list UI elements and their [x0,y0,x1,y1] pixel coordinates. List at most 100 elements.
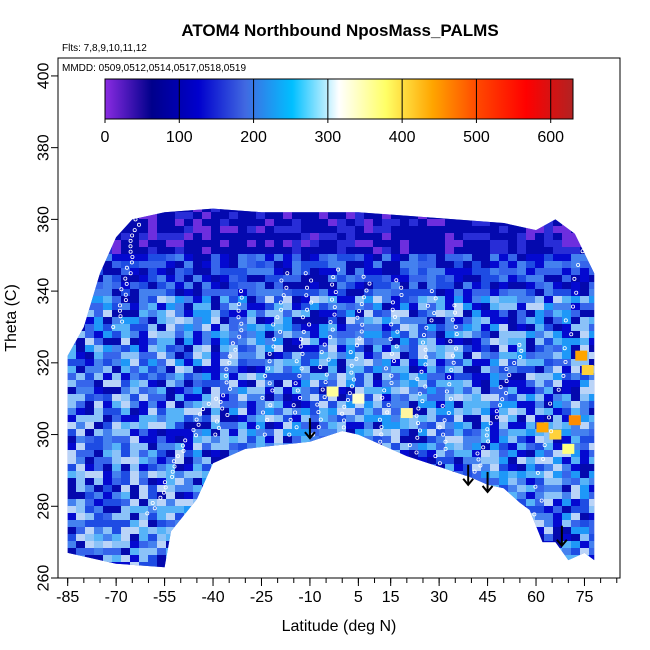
field-cell [391,436,400,443]
field-cell [571,520,580,527]
field-cell [121,208,130,212]
field-cell [175,212,184,219]
field-cell [553,373,562,380]
field-cell [373,415,382,422]
field-cell [175,240,184,247]
field-cell [292,450,301,457]
field-cell [445,331,454,338]
field-cell [319,464,328,471]
field-cell [184,352,193,359]
field-cell [382,471,391,478]
field-cell [373,359,382,366]
field-cell [292,282,301,289]
field-cell [589,548,595,555]
field-cell [544,527,553,534]
field-cell [481,324,490,331]
flight-track-point [389,373,394,378]
field-cell [301,275,310,282]
field-cell [121,534,130,541]
field-cell [607,541,616,548]
field-cell [112,208,121,212]
field-cell [256,289,265,296]
field-cell [292,436,301,443]
field-cell [463,408,472,415]
field-cell [265,219,274,226]
field-cell [157,408,166,415]
field-cell [562,471,571,478]
field-cell [508,331,517,338]
flight-track-point [291,403,296,408]
field-cell [175,429,184,436]
field-cell [202,415,211,422]
field-cell [364,471,373,478]
field-cell [229,450,238,457]
field-cell [463,387,472,394]
field-cell [220,485,229,492]
field-cell [535,548,544,555]
field-cell [364,324,373,331]
field-cell [418,520,427,527]
field-cell [391,208,400,212]
field-cell [373,464,382,471]
field-cell [238,394,247,401]
field-cell [589,499,595,506]
field-cell [409,422,418,429]
flight-track-point [507,373,512,378]
field-cell [607,450,616,457]
field-cell [220,394,229,401]
field-cell [553,569,562,576]
field-cell [112,226,121,233]
field-cell [247,548,256,555]
flight-track [255,271,290,437]
field-cell [202,436,211,443]
flight-track-point [562,346,567,351]
field-cell [112,436,121,443]
field-cell [418,324,427,331]
field-cell [562,226,571,233]
field-cell [301,324,310,331]
field-cell [238,338,247,345]
flight-track-point [118,314,123,319]
field-cell [562,254,571,261]
field-cell [364,541,373,548]
field-cell [337,415,346,422]
field-cell [418,338,427,345]
field-cell [418,415,427,422]
field-cell [544,345,553,352]
field-cell [544,303,553,310]
field-cell [166,485,175,492]
field-cell [427,506,436,513]
field-cell [301,576,310,583]
field-cell [67,387,76,394]
field-cell [472,408,481,415]
field-cell [490,401,499,408]
field-cell [535,268,544,275]
field-cell [76,506,85,513]
field-cell [580,387,589,394]
field-cell [292,415,301,422]
field-cell [193,450,202,457]
field-cell [139,359,148,366]
field-cell [292,331,301,338]
field-cell [454,324,463,331]
field-cell [328,485,337,492]
field-cell [121,268,130,275]
field-cell [328,208,337,212]
field-cell [202,352,211,359]
field-cell [67,464,76,471]
field-cell [382,422,391,429]
field-cell [67,422,76,429]
field-cell [157,261,166,268]
field-cell [427,240,436,247]
field-cell [175,338,184,345]
field-cell [202,548,211,555]
field-cell [328,513,337,520]
field-cell [418,240,427,247]
field-cell [301,534,310,541]
field-cell [175,366,184,373]
field-cell [598,373,607,380]
flight-track-point [329,297,334,302]
field-cell [517,485,526,492]
field-cell [436,268,445,275]
field-cell [571,541,580,548]
